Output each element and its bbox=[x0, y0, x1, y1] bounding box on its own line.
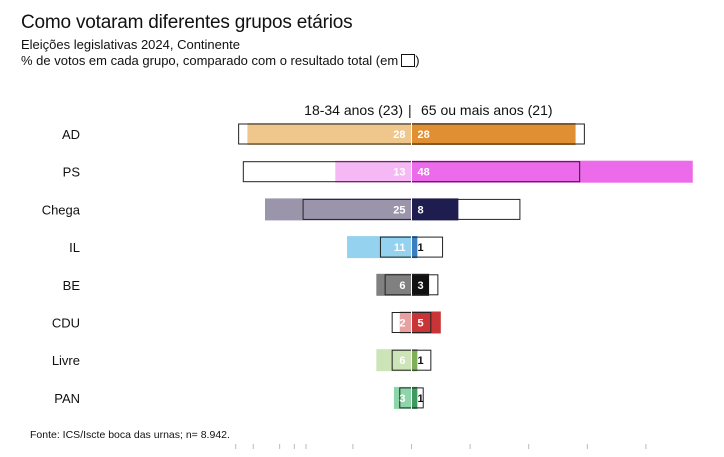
value-right-il: 1 bbox=[418, 242, 424, 254]
party-label-livre: Livre bbox=[52, 353, 80, 368]
value-right-chega: 8 bbox=[418, 204, 424, 216]
chart-subtitle-2-text: % de votos em cada grupo, comparado com … bbox=[21, 53, 399, 68]
bar-left-il bbox=[347, 236, 412, 259]
value-left-ps: 13 bbox=[393, 167, 405, 179]
value-left-be: 6 bbox=[399, 280, 405, 292]
bar-right-chega bbox=[411, 198, 459, 221]
value-left-pan: 3 bbox=[399, 393, 405, 405]
bar-right-ad bbox=[411, 123, 576, 145]
value-right-livre: 1 bbox=[418, 355, 424, 367]
left-group-label: 18-34 anos (23) bbox=[304, 102, 403, 118]
party-label-chega: Chega bbox=[42, 202, 81, 217]
bar-left-cdu bbox=[399, 311, 412, 334]
bar-right-cdu bbox=[411, 311, 441, 334]
value-right-ps: 48 bbox=[418, 167, 430, 179]
party-label-pan: PAN bbox=[54, 391, 80, 406]
bar-left-be bbox=[376, 273, 412, 296]
bar-left-livre bbox=[376, 349, 412, 372]
value-right-pan: 1 bbox=[418, 393, 424, 405]
right-group-label: 65 ou mais anos (21) bbox=[421, 102, 553, 118]
party-label-cdu: CDU bbox=[52, 316, 80, 331]
bar-left-chega bbox=[265, 198, 412, 221]
value-right-cdu: 5 bbox=[418, 318, 424, 330]
bar-right-pan bbox=[411, 386, 418, 409]
group-separator: | bbox=[408, 102, 412, 118]
party-label-ps: PS bbox=[63, 165, 81, 180]
party-label-il: IL bbox=[69, 240, 80, 255]
bar-left-ad bbox=[247, 123, 412, 145]
bar-left-ps bbox=[335, 160, 412, 183]
chart-title: Como votaram diferentes grupos etários bbox=[21, 12, 353, 33]
bar-right-il bbox=[411, 236, 418, 259]
value-left-chega: 25 bbox=[393, 204, 405, 216]
source-note: Fonte: ICS/Iscte boca das urnas; n= 8.94… bbox=[30, 429, 230, 441]
value-right-ad: 28 bbox=[418, 129, 430, 141]
legend-box-icon bbox=[401, 54, 416, 67]
bar-left-pan bbox=[393, 386, 412, 409]
party-label-ad: AD bbox=[62, 127, 80, 142]
bar-right-livre bbox=[411, 349, 418, 372]
chart-subtitle-2: % de votos em cada grupo, comparado com … bbox=[21, 53, 420, 68]
value-left-livre: 6 bbox=[399, 355, 405, 367]
value-right-be: 3 bbox=[418, 280, 424, 292]
value-left-il: 11 bbox=[394, 242, 406, 254]
value-left-cdu: 2 bbox=[399, 318, 405, 330]
bar-right-be bbox=[411, 273, 430, 296]
chart-subtitle: Eleições legislativas 2024, Continente bbox=[21, 37, 240, 52]
party-label-be: BE bbox=[63, 278, 81, 293]
value-left-ad: 28 bbox=[393, 129, 405, 141]
bar-right-ps bbox=[411, 160, 693, 183]
